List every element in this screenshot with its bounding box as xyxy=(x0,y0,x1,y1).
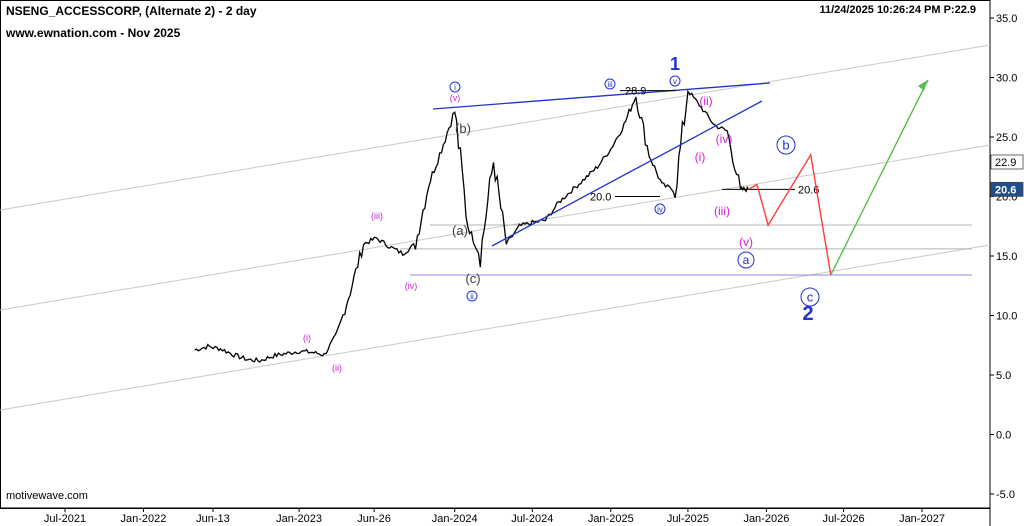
x-tick-label: Jul-2024 xyxy=(511,513,553,525)
price-tag-label: 20.6 xyxy=(995,184,1016,196)
upper-channel-line xyxy=(432,82,771,110)
y-tick-label: -5.0 xyxy=(996,489,1015,501)
wave-label: 1 xyxy=(670,54,680,74)
wave-label: (v) xyxy=(450,93,461,103)
channel-guide-line-1 xyxy=(0,44,991,211)
wave-marker-circle xyxy=(604,78,616,90)
chart-timestamp: 11/24/2025 10:26:24 PM P:22.9 xyxy=(819,4,976,16)
wave-label: (i) xyxy=(695,150,706,164)
x-tick-label: Jul-2021 xyxy=(44,513,86,525)
x-tick-label: Jan-2026 xyxy=(743,513,789,525)
y-tick-label: 35.0 xyxy=(996,13,1017,25)
wave-label: i xyxy=(454,83,456,92)
wave-label: iii xyxy=(607,80,613,89)
wave-marker-circle xyxy=(800,287,820,307)
wave-label: (iv) xyxy=(716,132,733,146)
wave-label: c xyxy=(807,290,814,305)
chart-subtitle: www.ewnation.com - Nov 2025 xyxy=(6,26,181,40)
x-tick-label: Jun-26 xyxy=(357,513,391,525)
price-tag-box xyxy=(990,154,1024,170)
wave-label: (iii) xyxy=(714,204,730,218)
wave-label: (i) xyxy=(303,333,311,343)
wave-label: a xyxy=(743,253,750,267)
wave-marker-circle xyxy=(449,81,461,93)
x-tick-label: Jan-2027 xyxy=(899,513,945,525)
wave-label: (a) xyxy=(452,223,468,238)
level-label: 20.0 xyxy=(590,192,611,204)
channel-guide-line-2 xyxy=(0,144,991,311)
y-tick-label: 25.0 xyxy=(996,132,1017,144)
wave-label: (ii) xyxy=(332,363,342,373)
channel-guide-line-3 xyxy=(0,244,991,411)
x-tick-label: Jun-13 xyxy=(196,513,230,525)
wave-marker-circle xyxy=(466,290,478,302)
price-line xyxy=(194,89,750,363)
wave-label: b xyxy=(782,138,789,153)
price-tag-box xyxy=(990,181,1024,197)
y-tick-label: 15.0 xyxy=(996,251,1017,263)
wave-label: (v) xyxy=(739,235,753,249)
y-tick-label: 30.0 xyxy=(996,73,1017,85)
wave-label: (iv) xyxy=(405,281,418,291)
wave-marker-circle xyxy=(776,135,796,155)
x-tick-label: Jul-2025 xyxy=(667,513,709,525)
wave-label: (c) xyxy=(465,271,480,286)
wave-label: v xyxy=(673,77,677,86)
level-label: 20.6 xyxy=(798,184,819,196)
x-tick-label: Jul-2026 xyxy=(822,513,864,525)
wave-marker-circle xyxy=(737,251,755,269)
target-projection-line xyxy=(830,79,929,276)
wave-marker-circle xyxy=(654,203,666,215)
projection-path xyxy=(748,152,832,276)
chart-title: NSENG_ACCESSCORP, (Alternate 2) - 2 day xyxy=(6,4,257,18)
wave-label: ii xyxy=(470,292,474,301)
price-tag-label: 22.9 xyxy=(995,157,1016,169)
y-tick-label: 0.0 xyxy=(996,430,1011,442)
y-tick-label: 10.0 xyxy=(996,311,1017,323)
lower-channel-line xyxy=(491,100,763,247)
watermark: motivewave.com xyxy=(6,490,88,502)
x-tick-label: Jan-2023 xyxy=(276,513,322,525)
wave-label: iv xyxy=(657,205,663,214)
wave-label: (b) xyxy=(455,121,471,136)
level-label: 28.9 xyxy=(625,86,646,98)
y-tick-label: 5.0 xyxy=(996,370,1011,382)
x-tick-label: Jan-2024 xyxy=(432,513,478,525)
wave-label: 2 xyxy=(802,303,813,325)
target-arrowhead xyxy=(917,79,928,91)
wave-label: (ii) xyxy=(699,94,712,108)
x-tick-label: Jan-2022 xyxy=(121,513,167,525)
wave-label: (iii) xyxy=(371,211,383,221)
wave-marker-circle xyxy=(669,75,681,87)
x-tick-label: Jan-2025 xyxy=(588,513,634,525)
